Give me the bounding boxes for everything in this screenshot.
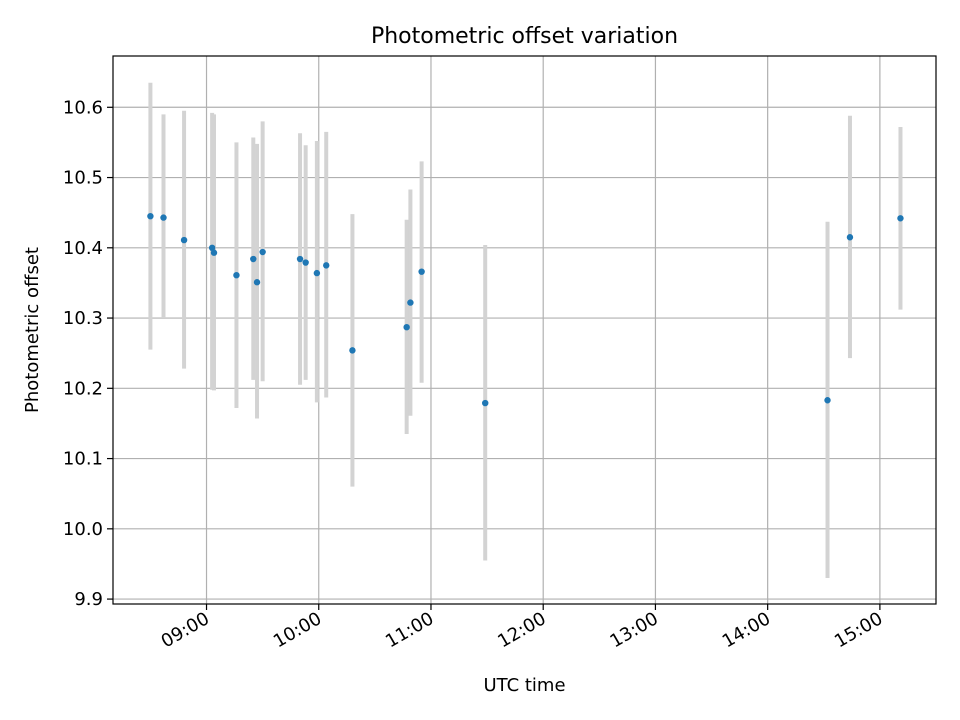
- plot-frame: [112, 55, 937, 605]
- x-tick-label: 13:00: [607, 608, 662, 652]
- y-tick-label: 9.9: [74, 589, 103, 610]
- data-point: [250, 255, 257, 263]
- x-tick-label: 15:00: [831, 608, 886, 652]
- y-tick-label: 10.1: [63, 449, 103, 470]
- error-bars: [148, 82, 903, 579]
- data-point: [302, 259, 309, 266]
- y-tick-label: 10.0: [63, 519, 103, 540]
- data-point: [147, 212, 154, 220]
- y-tick-label: 10.6: [63, 97, 103, 118]
- x-tick-label: 12:00: [494, 608, 549, 652]
- x-axis-label: UTC time: [483, 675, 565, 696]
- data-point: [323, 262, 330, 269]
- x-tick-label: 14:00: [719, 608, 774, 652]
- data-point: [180, 236, 188, 244]
- data-point: [897, 215, 904, 222]
- y-tick-label: 10.5: [63, 168, 103, 189]
- data-point: [846, 234, 854, 241]
- data-point: [824, 397, 831, 404]
- x-tick-label: 10:00: [270, 608, 325, 652]
- x-tick-label: 11:00: [382, 608, 437, 652]
- y-tick-label: 10.3: [63, 308, 103, 329]
- x-tick-label: 09:00: [158, 608, 213, 652]
- data-point: [208, 244, 216, 251]
- data-point: [403, 323, 410, 331]
- y-axis-label: Photometric offset: [22, 247, 43, 413]
- grid: [113, 56, 936, 604]
- data-point: [482, 399, 489, 407]
- data-point: [210, 249, 218, 256]
- data-point: [259, 248, 266, 256]
- y-tick-label: 10.4: [63, 238, 103, 259]
- data-point: [253, 279, 261, 286]
- data-points: [147, 212, 904, 407]
- data-point: [233, 272, 240, 279]
- data-point: [296, 255, 304, 263]
- chart-title: Photometric offset variation: [371, 24, 678, 49]
- data-point: [418, 268, 425, 275]
- data-point: [349, 347, 356, 354]
- data-point: [160, 214, 167, 221]
- y-tick-label: 10.2: [63, 378, 103, 399]
- data-point: [407, 299, 414, 306]
- data-point: [313, 269, 321, 277]
- axis-ticks: 09:00 10:00 11:00 12:00 13:00 14:00 15:00 9.9 10…: [63, 97, 886, 652]
